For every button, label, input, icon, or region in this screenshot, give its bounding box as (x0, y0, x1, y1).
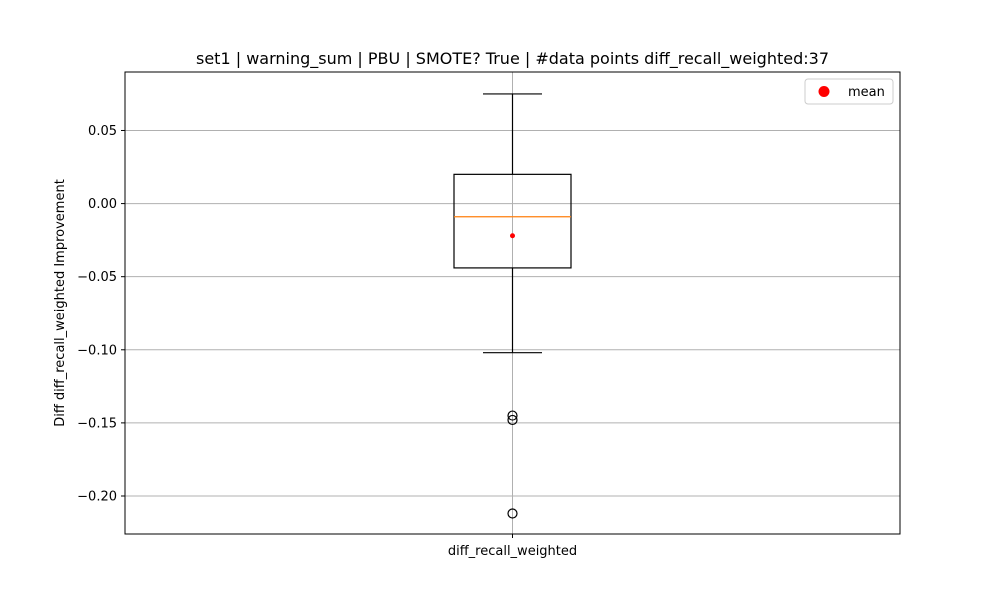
y-tick-label: −0.05 (77, 270, 117, 285)
x-tick-label: diff_recall_weighted (448, 544, 577, 559)
outlier-point (507, 410, 518, 421)
chart-title: set1 | warning_sum | PBU | SMOTE? True |… (196, 49, 829, 69)
iqr-box (453, 173, 572, 269)
outlier-point (507, 414, 518, 426)
mean-marker (510, 233, 515, 239)
box-plot (453, 93, 572, 519)
y-axis-label: Diff diff_recall_weighted Improvement (53, 179, 68, 427)
outlier-point (507, 508, 518, 519)
legend-mean-label: mean (848, 85, 885, 100)
legend: mean (804, 78, 894, 105)
plot-area-frame (124, 71, 901, 535)
y-tick-label: −0.15 (77, 416, 117, 431)
axis-ticks: 0.05 0.00 −0.05 −0.10 −0.15 −0.20 diff_recall_… (77, 124, 577, 559)
y-tick-label: 0.00 (88, 197, 117, 212)
legend-mean-marker (818, 86, 830, 97)
y-tick-label: −0.20 (77, 489, 117, 504)
y-tick-label: −0.10 (77, 343, 117, 358)
y-tick-label: 0.05 (88, 124, 117, 139)
legend-box (804, 78, 894, 105)
